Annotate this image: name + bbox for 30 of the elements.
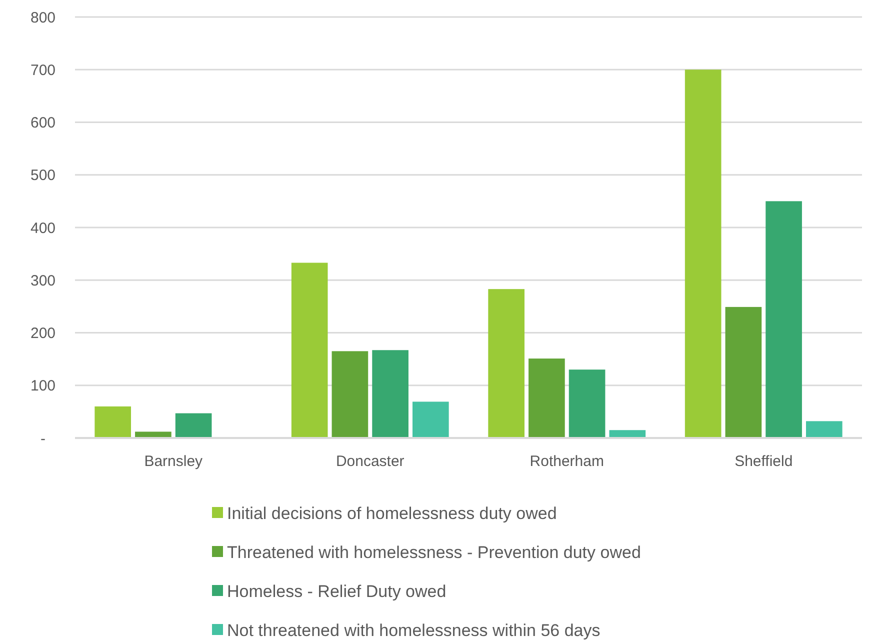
y-tick-label: 600 — [30, 114, 56, 132]
y-tick-label: - — [40, 430, 46, 448]
bar — [412, 402, 449, 438]
x-tick-label: Doncaster — [336, 453, 404, 470]
y-tick-label: 100 — [30, 378, 56, 395]
x-tick-label: Barnsley — [144, 453, 204, 470]
bar — [291, 262, 328, 438]
bar — [766, 201, 802, 438]
legend-label: Initial decisions of homelessness duty owed — [227, 504, 557, 523]
bar — [528, 358, 565, 438]
bar — [372, 350, 408, 438]
bar — [806, 421, 842, 438]
y-tick-label: 300 — [30, 272, 56, 290]
legend-label: Not threatened with homelessness within 56 days — [227, 620, 600, 640]
bar — [332, 351, 368, 438]
bar — [175, 413, 212, 438]
legend-label: Homeless - Relief Duty owed — [227, 582, 446, 601]
y-tick-label: 500 — [30, 167, 56, 184]
x-tick-label: Sheffield — [734, 453, 793, 470]
y-tick-label: 800 — [30, 9, 56, 26]
x-tick-label: Rotherham — [530, 453, 604, 470]
legend-label: Threatened with homelessness - Prevention duty owed — [227, 542, 641, 562]
bar — [94, 406, 131, 438]
bar — [488, 289, 524, 438]
bar — [568, 370, 606, 438]
bar — [684, 70, 722, 438]
bar — [725, 306, 762, 438]
y-tick-label: 700 — [30, 62, 56, 79]
y-tick-label: 400 — [30, 220, 56, 237]
y-tick-label: 200 — [30, 325, 56, 342]
